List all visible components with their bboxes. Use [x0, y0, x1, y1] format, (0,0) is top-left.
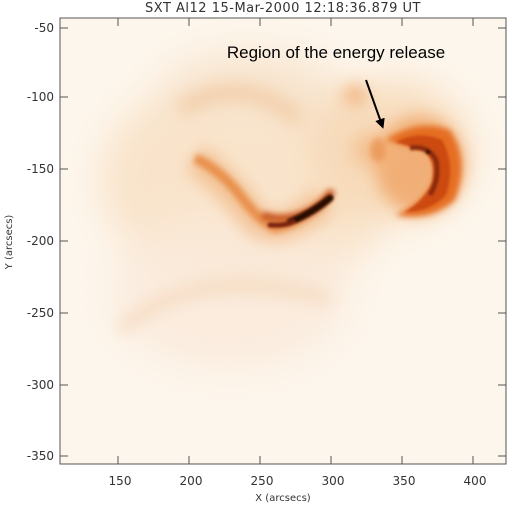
x-tick-label: 250: [251, 474, 274, 488]
x-tick-labels: 150 200 250 300 350 400: [109, 474, 487, 488]
loop-dark-core: [267, 194, 334, 228]
y-tick-label: -300: [27, 378, 54, 392]
faint-corona-glow: [100, 50, 470, 370]
image-title: SXT Al12 15-Mar-2000 12:18:36.879 UT: [145, 1, 421, 16]
energy-release-annotation: Region of the energy release: [227, 43, 445, 62]
y-axis-label: Y (arcsecs): [4, 215, 15, 271]
y-tick-label: -350: [27, 449, 54, 463]
y-tick-label: -250: [27, 306, 54, 320]
annotation-arrow: [365, 79, 385, 129]
y-tick-label: -100: [27, 90, 54, 104]
y-tick-label: -200: [27, 234, 54, 248]
y-tick-label: -50: [34, 21, 54, 35]
y-tick-label: -150: [27, 162, 54, 176]
x-axis-label: X (arcsecs): [255, 493, 311, 504]
x-tick-label: 400: [464, 474, 487, 488]
faint-loop-arcs: [115, 83, 333, 336]
xray-image: [60, 18, 506, 464]
x-tick-label: 200: [180, 474, 203, 488]
x-tick-marks: [117, 18, 474, 464]
x-tick-label: 350: [393, 474, 416, 488]
x-tick-label: 300: [322, 474, 345, 488]
flare-left-blob: [370, 138, 386, 162]
y-tick-labels: -50 -100 -150 -200 -250 -300 -350: [27, 21, 54, 463]
x-tick-label: 150: [109, 474, 132, 488]
flare-core: [395, 135, 451, 212]
y-tick-marks: [60, 27, 506, 457]
